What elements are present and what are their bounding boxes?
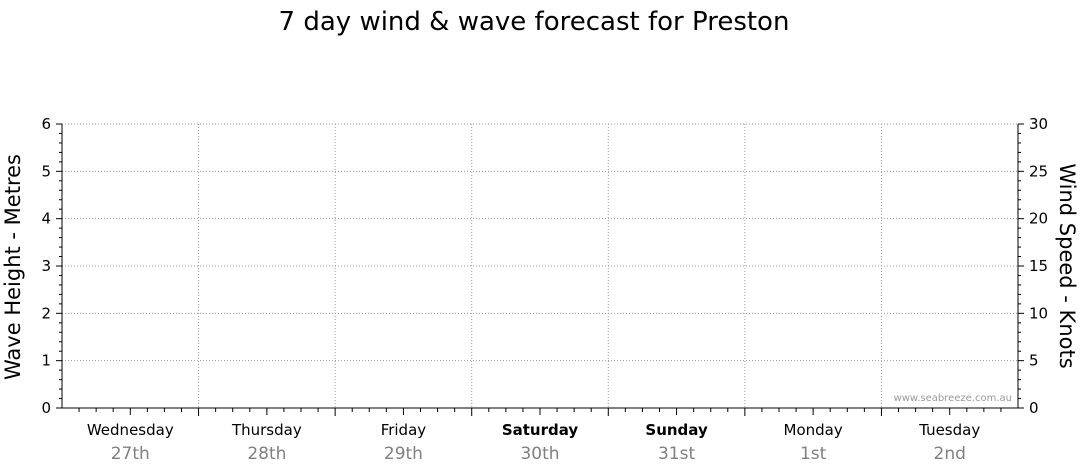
right-tick-label: 5 <box>1029 352 1039 370</box>
left-tick-label: 4 <box>41 210 51 228</box>
right-tick-label: 15 <box>1029 257 1048 275</box>
right-axis: 0 5 10 15 20 25 30 <box>1018 115 1048 417</box>
x-axis: Wednesday 27th Thursday 28th Friday 29th Satur… <box>78 408 1002 464</box>
day-label: Friday <box>381 421 427 439</box>
right-tick-label: 0 <box>1029 399 1039 417</box>
left-tick-label: 2 <box>41 304 51 322</box>
day-label: Monday <box>784 421 843 439</box>
date-label: 30th <box>520 444 559 464</box>
day-label: Sunday <box>645 421 708 439</box>
date-label: 31st <box>658 444 695 464</box>
right-tick-label: 20 <box>1029 210 1048 228</box>
date-label: 28th <box>247 444 286 464</box>
right-tick-label: 10 <box>1029 304 1048 322</box>
day-label: Thursday <box>231 421 302 439</box>
day-label: Wednesday <box>87 421 174 439</box>
date-label: 2nd <box>934 444 966 464</box>
left-tick-label: 5 <box>41 162 51 180</box>
left-tick-label: 1 <box>41 352 51 370</box>
left-tick-label: 3 <box>41 257 51 275</box>
date-label: 27th <box>111 444 150 464</box>
date-label: 1st <box>800 444 827 464</box>
grid <box>62 123 1018 408</box>
watermark-text: www.seabreeze.com.au <box>894 393 1012 404</box>
left-tick-label: 6 <box>41 115 51 133</box>
day-label: Tuesday <box>918 421 980 439</box>
chart-title: 7 day wind & wave forecast for Preston <box>279 7 790 37</box>
left-axis-title: Wave Height - Metres <box>1 154 25 380</box>
right-tick-label: 25 <box>1029 162 1048 180</box>
right-tick-label: 30 <box>1029 115 1048 133</box>
date-label: 29th <box>384 444 423 464</box>
left-tick-label: 0 <box>41 399 51 417</box>
day-label: Saturday <box>502 421 579 439</box>
right-axis-title: Wind Speed - Knots <box>1055 163 1079 368</box>
left-axis: 0 1 2 3 4 5 6 <box>41 115 62 417</box>
